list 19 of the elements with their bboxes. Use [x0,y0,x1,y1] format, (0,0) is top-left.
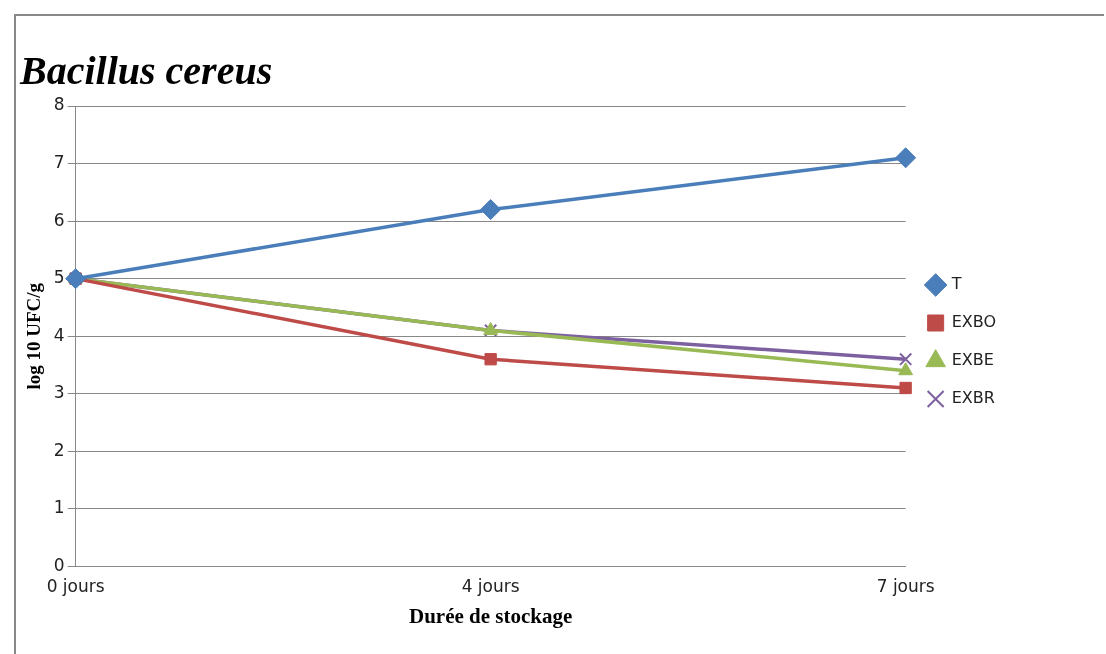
legend-label: EXBO [951,312,996,332]
y-tick-label: 6 [53,209,65,230]
x-tick-label: 0 jours [46,576,105,597]
y-tick-label: 8 [53,94,65,115]
x-tick-label: 4 jours [461,576,520,597]
chart-title: Bacillus cereus [19,48,273,94]
y-tick-label: 2 [53,439,65,460]
x-axis-title: Durée de stockage [408,603,573,628]
y-tick-label: 0 [53,554,65,575]
y-tick-label: 7 [53,151,65,172]
legend-label: EXBE [951,350,994,370]
y-tick-label: 1 [53,497,65,518]
y-tick-label: 4 [53,324,65,345]
y-tick-label: 3 [53,382,65,403]
x-tick-label: 7 jours [876,576,935,597]
y-tick-label: 5 [53,267,65,288]
y-axis-title: log 10 UFC/g [23,282,45,390]
legend-label: EXBR [951,388,995,408]
legend-label: T [950,274,962,294]
